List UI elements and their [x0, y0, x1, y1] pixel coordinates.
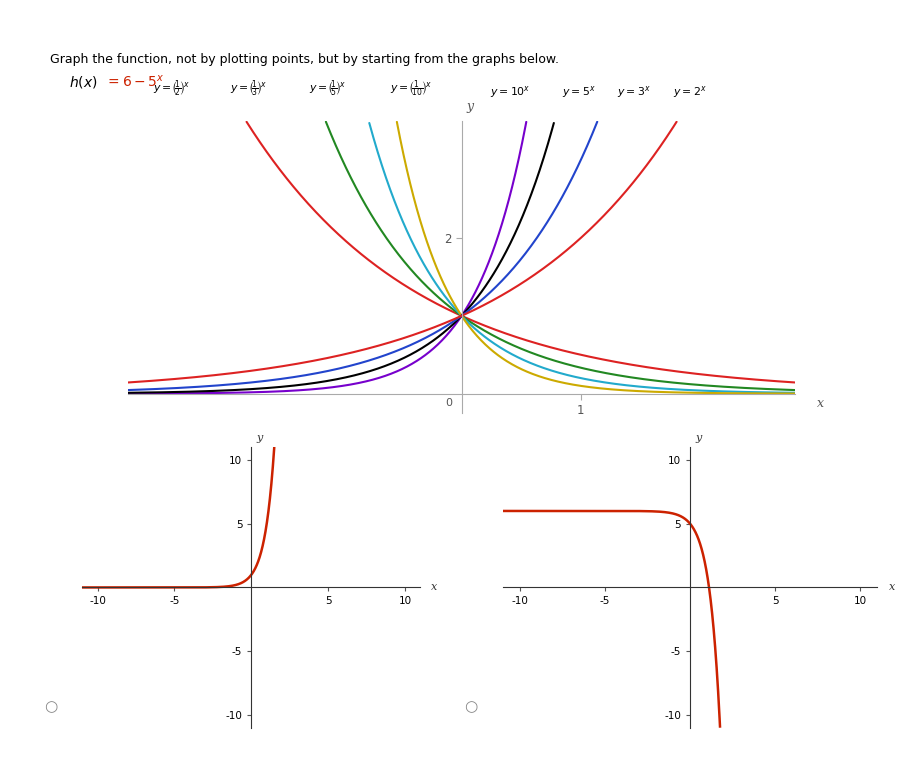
Text: y: y [696, 434, 701, 443]
Text: y: y [256, 434, 262, 443]
Text: $y=5^x$: $y=5^x$ [562, 84, 595, 100]
Text: $y=10^x$: $y=10^x$ [490, 84, 530, 100]
Text: $y=\!\left(\!\frac{1}{2}\!\right)^{\!x}$: $y=\!\left(\!\frac{1}{2}\!\right)^{\!x}$ [154, 79, 190, 100]
Text: 0: 0 [445, 398, 452, 409]
Text: ○: ○ [44, 699, 57, 714]
Text: x: x [431, 582, 438, 593]
Text: ○: ○ [464, 699, 477, 714]
Text: $y=2^x$: $y=2^x$ [674, 84, 707, 100]
Text: $y=\!\left(\!\frac{1}{3}\!\right)^{\!x}$: $y=\!\left(\!\frac{1}{3}\!\right)^{\!x}$ [230, 79, 267, 100]
Text: $h(x)$: $h(x)$ [69, 74, 97, 89]
Text: x: x [889, 582, 896, 593]
Text: $y=3^x$: $y=3^x$ [617, 84, 650, 100]
Text: $= 6 - 5^x$: $= 6 - 5^x$ [105, 74, 165, 89]
Text: Graph the function, not by plotting points, but by starting from the graphs belo: Graph the function, not by plotting poin… [50, 53, 559, 66]
Text: x: x [816, 396, 824, 410]
Text: $y=\!\left(\!\frac{1}{5}\!\right)^{\!x}$: $y=\!\left(\!\frac{1}{5}\!\right)^{\!x}$ [309, 79, 345, 100]
Text: y: y [466, 101, 473, 114]
Text: $y=\!\left(\!\frac{1}{10}\!\right)^{\!x}$: $y=\!\left(\!\frac{1}{10}\!\right)^{\!x}… [390, 79, 432, 100]
